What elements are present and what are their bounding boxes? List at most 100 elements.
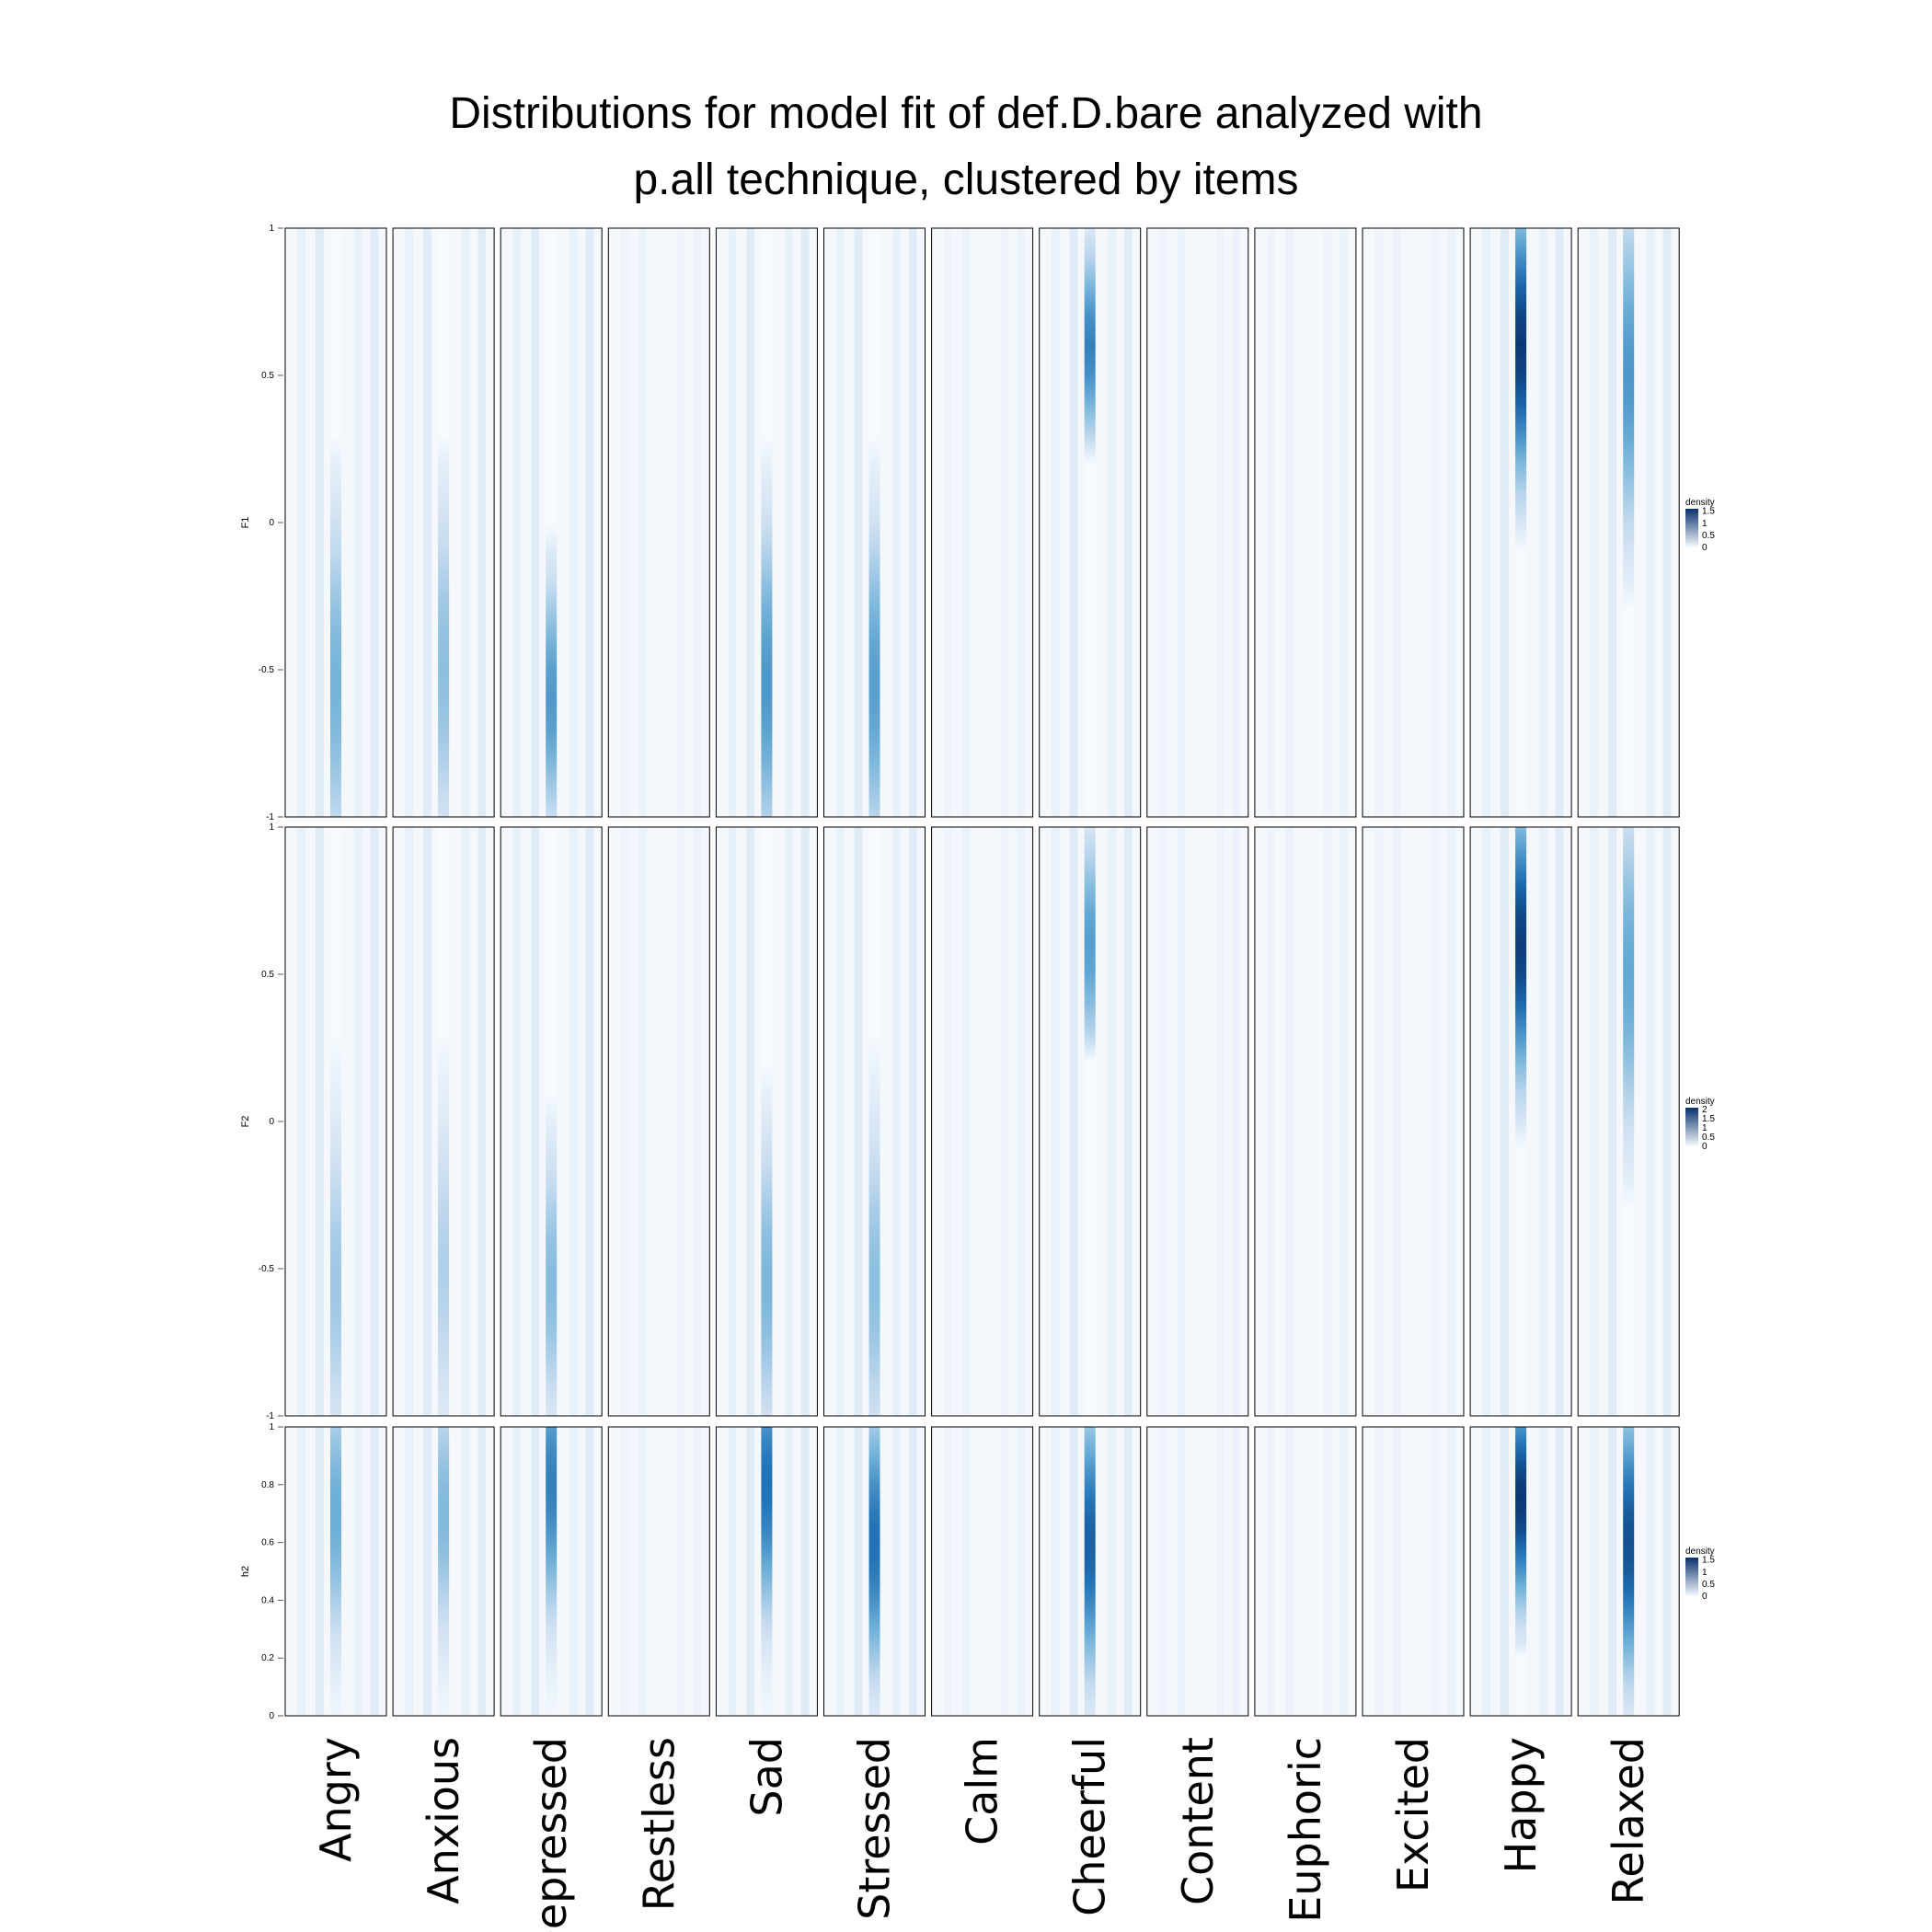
heatmap-cell-content-F2 — [1146, 826, 1249, 1417]
density-stripe-faint — [1159, 228, 1167, 817]
chart-title: Distributions for model fit of def.D.bar… — [0, 81, 1932, 213]
density-stripe-faint — [800, 228, 810, 817]
density-stripe-stressed — [868, 827, 880, 1416]
density-stripe-faint — [569, 827, 578, 1416]
cell-border — [1146, 1426, 1249, 1717]
heatmap-cell-anxious-h2 — [392, 1426, 495, 1717]
item-label-cheerful: Cheerful — [1065, 1737, 1115, 1916]
density-stripe-faint — [405, 228, 414, 817]
density-stripe-faint — [1215, 1427, 1225, 1716]
density-stripe-anxious — [438, 1427, 450, 1716]
cell-border — [715, 826, 818, 1417]
density-stripe-faint — [854, 228, 863, 817]
density-stripe-relaxed — [1623, 1427, 1635, 1716]
cell-background — [931, 827, 1033, 1416]
heatmap-cell-euphoric-F1 — [1254, 227, 1357, 818]
legend-tick-label: 2 — [1702, 1105, 1708, 1115]
density-stripe-depressed — [546, 228, 558, 817]
density-stripe-faint — [620, 228, 629, 817]
density-stripe-faint — [585, 228, 594, 817]
heatmap-cell-calm-F2 — [931, 826, 1034, 1417]
cell-background — [1146, 827, 1248, 1416]
density-stripe-faint — [677, 827, 685, 1416]
density-stripe-faint — [746, 827, 755, 1416]
density-stripe-faint — [1000, 1427, 1009, 1716]
y-tick-label: 1 — [269, 822, 274, 833]
heatmap-cell-anxious-F1 — [392, 227, 495, 818]
legend-tick-label: 0 — [1702, 1592, 1708, 1602]
legend-tick-label: 1 — [1702, 1123, 1708, 1133]
density-stripe-faint — [1284, 827, 1294, 1416]
heatmap-cell-relaxed-F1 — [1577, 227, 1680, 818]
legend-tick-label: 1.5 — [1702, 1556, 1715, 1566]
cell-border — [392, 1426, 495, 1717]
density-stripe-faint — [892, 228, 902, 817]
cell-border — [1469, 826, 1572, 1417]
density-stripe-faint — [512, 1427, 522, 1716]
density-stripe-faint — [892, 827, 902, 1416]
cell-background — [931, 228, 1033, 817]
density-stripe-faint — [1431, 827, 1440, 1416]
density-stripe-faint — [1177, 228, 1186, 817]
density-stripe-faint — [1000, 827, 1009, 1416]
density-stripe-faint — [943, 1427, 952, 1716]
cell-background — [608, 1427, 710, 1716]
density-stripe-faint — [693, 827, 702, 1416]
cell-border — [931, 826, 1034, 1417]
density-stripe-faint — [423, 827, 431, 1416]
y-tick-label: 0 — [269, 1711, 274, 1721]
density-stripe-faint — [1267, 1427, 1275, 1716]
density-stripe-faint — [1232, 228, 1240, 817]
heatmap-cell-relaxed-F2 — [1577, 826, 1680, 1417]
heatmap-cell-restless-F2 — [607, 826, 710, 1417]
density-stripe-faint — [1215, 827, 1225, 1416]
density-stripe-faint — [1177, 1427, 1186, 1716]
cell-border — [1254, 826, 1357, 1417]
density-stripe-faint — [316, 1427, 324, 1716]
legend-colorbar — [1685, 1558, 1698, 1596]
cell-border — [1469, 227, 1572, 818]
density-stripe-faint — [531, 228, 539, 817]
density-legend-F1: density 0 0.5 1 1.5 — [1685, 498, 1715, 553]
heatmap-cell-stressed-F1 — [823, 227, 926, 818]
legend-tick-label: 1 — [1702, 1568, 1708, 1578]
density-stripe-faint — [1069, 1427, 1078, 1716]
heatmap-cell-euphoric-h2 — [1254, 1426, 1357, 1717]
density-stripe-faint — [1662, 228, 1672, 817]
density-stripe-faint — [1017, 1427, 1025, 1716]
density-stripe-faint — [1323, 1427, 1332, 1716]
y-axis-label-F1: F1 — [240, 517, 251, 529]
y-tick-label: 0.5 — [261, 371, 274, 381]
density-stripe-faint — [1555, 228, 1564, 817]
cell-border — [1362, 826, 1465, 1417]
density-stripe-faint — [620, 827, 629, 1416]
density-stripe-faint — [405, 827, 414, 1416]
heatmap-cell-anxious-F2 — [392, 826, 495, 1417]
cell-border — [1039, 1426, 1142, 1717]
density-stripe-faint — [1108, 827, 1117, 1416]
density-stripe-faint — [892, 1427, 902, 1716]
density-stripe-faint — [728, 827, 737, 1416]
density-stripe-faint — [1124, 1427, 1133, 1716]
density-stripe-faint — [297, 1427, 305, 1716]
heatmap-cell-angry-F1 — [284, 227, 387, 818]
density-stripe-faint — [1501, 827, 1509, 1416]
density-stripe-faint — [1538, 228, 1547, 817]
cell-border — [823, 826, 926, 1417]
cell-border — [1146, 227, 1249, 818]
density-stripe-faint — [1017, 827, 1025, 1416]
heatmap-cell-calm-h2 — [931, 1426, 1034, 1717]
density-stripe-faint — [1267, 827, 1275, 1416]
heatmap-cell-restless-F1 — [607, 227, 710, 818]
density-stripe-faint — [531, 1427, 539, 1716]
density-stripe-faint — [1284, 228, 1294, 817]
density-stripe-faint — [800, 827, 810, 1416]
item-label-calm: Calm — [958, 1737, 1007, 1846]
density-stripe-faint — [1051, 228, 1060, 817]
legend-title: density — [1685, 1547, 1715, 1557]
density-stripe-faint — [1017, 228, 1025, 817]
legend-colorbar — [1685, 509, 1698, 547]
density-stripe-faint — [297, 827, 305, 1416]
density-stripe-faint — [677, 1427, 685, 1716]
